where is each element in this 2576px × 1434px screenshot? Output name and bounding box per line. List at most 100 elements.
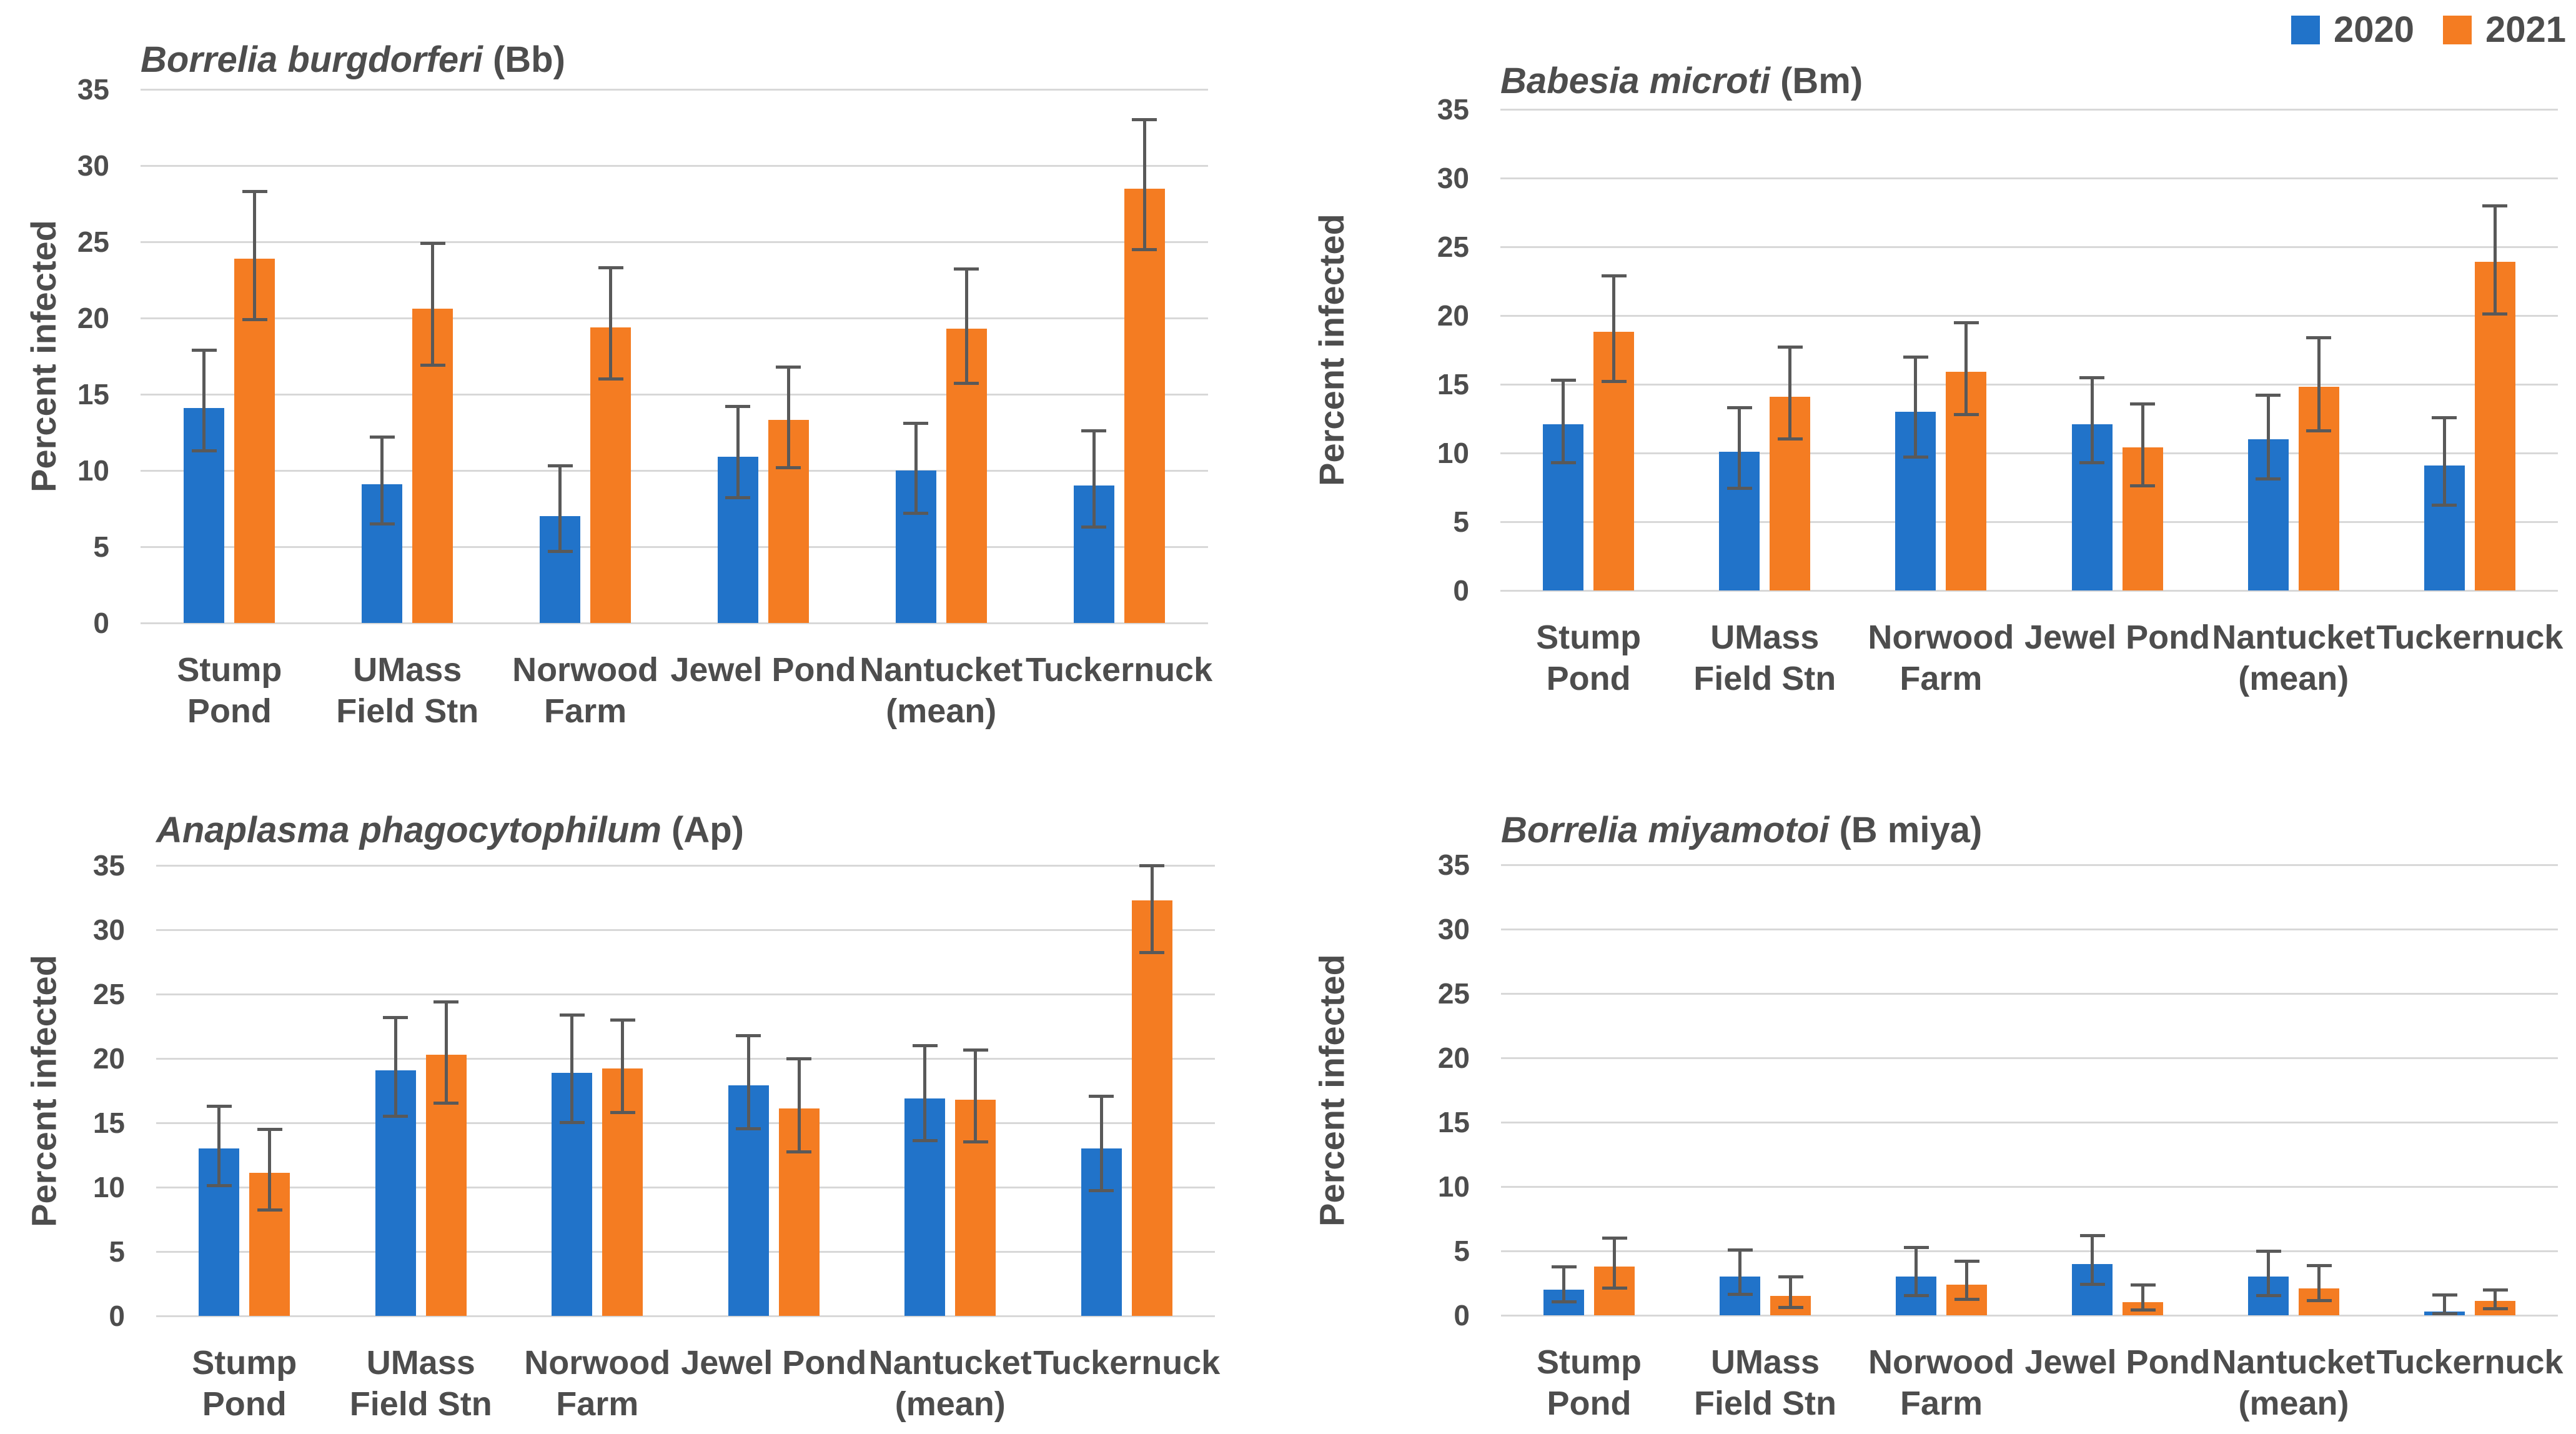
gridline bbox=[156, 864, 1215, 867]
error-bar-line bbox=[923, 1044, 927, 1142]
error-bar-line bbox=[621, 1018, 625, 1114]
x-category-label-norwood-farm: Norwood Farm bbox=[1834, 617, 2048, 699]
x-category-label-nantucket-mean: Nantucket (mean) bbox=[2187, 617, 2400, 699]
gridline bbox=[141, 393, 1208, 396]
y-tick-label: 35 bbox=[1437, 93, 1469, 126]
error-bar-line bbox=[2267, 1249, 2270, 1298]
error-bar-cap bbox=[2130, 484, 2156, 487]
gridline bbox=[141, 164, 1208, 167]
error-bar-cap bbox=[912, 1138, 938, 1142]
error-bar-line bbox=[1150, 864, 1154, 955]
error-bar-cap bbox=[1954, 1298, 1979, 1302]
error-bar-cap bbox=[954, 382, 979, 386]
y-tick-label: 25 bbox=[77, 226, 109, 258]
legend-swatch-2020 bbox=[2291, 16, 2320, 44]
gridline bbox=[1500, 520, 2558, 523]
error-bar-line bbox=[1965, 1260, 1968, 1302]
y-tick-label: 25 bbox=[1437, 231, 1469, 263]
error-bar-cap bbox=[1550, 461, 1576, 464]
chart-title-abbreviation: (B miya) bbox=[1829, 810, 1983, 850]
error-bar-line bbox=[1092, 429, 1096, 529]
error-bar-2020-nantucket-mean bbox=[2256, 394, 2281, 480]
error-bar-2020-norwood-farm bbox=[547, 464, 573, 553]
x-category-label-jewel-pond: Jewel Pond bbox=[667, 1342, 881, 1383]
x-category-label-stump-pond: Stump Pond bbox=[1482, 617, 1695, 699]
error-bar-2021-nantucket-mean bbox=[954, 267, 979, 386]
y-tick-label: 0 bbox=[109, 1300, 125, 1332]
y-tick-label: 5 bbox=[1454, 1235, 1470, 1267]
x-category-line: Pond bbox=[1547, 1385, 1632, 1422]
gridline bbox=[1500, 177, 2558, 179]
error-bar-cap bbox=[1777, 437, 1803, 441]
y-tick-label: 20 bbox=[77, 302, 109, 334]
error-bar-2021-norwood-farm bbox=[1953, 321, 1979, 416]
y-tick-label: 10 bbox=[92, 1171, 125, 1203]
chart-title: Babesia microti (Bm) bbox=[1500, 60, 1863, 102]
gridline bbox=[141, 241, 1208, 243]
x-category-label-tuckernuck: Tuckernuck bbox=[1011, 649, 1227, 690]
error-bar-2021-umass-field-stn bbox=[1778, 1275, 1803, 1309]
y-tick-label: 15 bbox=[77, 378, 109, 411]
gridline bbox=[141, 469, 1208, 472]
error-bar-cap bbox=[786, 1150, 812, 1154]
error-bar-cap bbox=[736, 1127, 761, 1131]
error-bar-2021-norwood-farm bbox=[610, 1018, 635, 1114]
gridline bbox=[156, 1315, 1215, 1317]
error-bar-line bbox=[444, 1000, 448, 1105]
gridline bbox=[156, 1186, 1215, 1188]
y-tick-label: 25 bbox=[92, 978, 125, 1010]
error-bar-2020-norwood-farm bbox=[1903, 1245, 1929, 1298]
error-bar-line bbox=[1562, 379, 1565, 464]
x-category-line: (mean) bbox=[2238, 660, 2349, 697]
x-category-label-jewel-pond: Jewel Pond bbox=[2011, 1342, 2224, 1383]
legend-label: 2020 bbox=[2333, 9, 2414, 50]
x-category-line: Pond bbox=[187, 692, 272, 730]
x-category-line: Tuckernuck bbox=[2376, 619, 2564, 656]
error-bar-cap bbox=[1778, 1305, 1803, 1309]
y-tick-label: 15 bbox=[1437, 1106, 1470, 1138]
x-category-label-nantucket-mean: Nantucket (mean) bbox=[833, 649, 1049, 732]
gridline bbox=[1500, 452, 2558, 454]
error-bar-cap bbox=[257, 1208, 282, 1212]
error-bar-line bbox=[914, 421, 918, 515]
x-category-label-stump-pond: Stump Pond bbox=[1482, 1342, 1696, 1424]
error-bar-cap bbox=[598, 377, 623, 381]
x-category-line: Stump bbox=[1536, 619, 1642, 656]
bar-2021-tuckernuck bbox=[2474, 262, 2515, 590]
gridline bbox=[1501, 1057, 2558, 1059]
gridline bbox=[156, 993, 1215, 995]
error-bar-2021-umass-field-stn bbox=[420, 242, 445, 367]
error-bar-2020-stump-pond bbox=[191, 348, 217, 452]
error-bar-cap bbox=[1089, 1189, 1114, 1193]
x-category-line: Norwood bbox=[512, 651, 659, 689]
gridline bbox=[1500, 246, 2558, 248]
error-bar-line bbox=[746, 1033, 750, 1131]
x-category-line: Nantucket bbox=[2212, 619, 2375, 656]
x-category-label-umass-field-stn: UMass Field Stn bbox=[314, 1342, 528, 1425]
error-bar-2021-tuckernuck bbox=[2482, 1288, 2508, 1310]
x-category-line: Norwood bbox=[524, 1344, 671, 1382]
error-bar-cap bbox=[383, 1114, 409, 1118]
error-bar-line bbox=[2317, 336, 2321, 432]
gridline bbox=[141, 317, 1208, 319]
legend: 2020 2021 bbox=[2291, 10, 2566, 50]
error-bar-2020-umass-field-stn bbox=[1727, 1248, 1753, 1297]
x-category-line: Field Stn bbox=[349, 1385, 492, 1423]
error-bar-2021-nantucket-mean bbox=[2306, 1263, 2332, 1303]
x-category-line: Norwood bbox=[1868, 619, 2014, 656]
error-bar-line bbox=[431, 242, 435, 367]
error-bar-2020-tuckernuck bbox=[2432, 1293, 2457, 1315]
gridline bbox=[1501, 992, 2558, 995]
chart-panel-babesia-microti: Babesia microti (Bm) Percent infected 0 5 10… bbox=[1288, 0, 2576, 717]
error-bar-line bbox=[202, 348, 206, 452]
error-bar-2020-umass-field-stn bbox=[383, 1016, 409, 1118]
error-bar-line bbox=[1788, 346, 1792, 441]
x-category-line: UMass bbox=[353, 651, 462, 689]
error-bar-line bbox=[1142, 118, 1146, 251]
error-bar-line bbox=[974, 1048, 978, 1143]
error-bar-2020-nantucket-mean bbox=[2256, 1249, 2281, 1298]
x-category-line: UMass bbox=[366, 1344, 475, 1382]
error-bar-line bbox=[2494, 1288, 2497, 1310]
y-tick-label: 15 bbox=[92, 1107, 125, 1139]
